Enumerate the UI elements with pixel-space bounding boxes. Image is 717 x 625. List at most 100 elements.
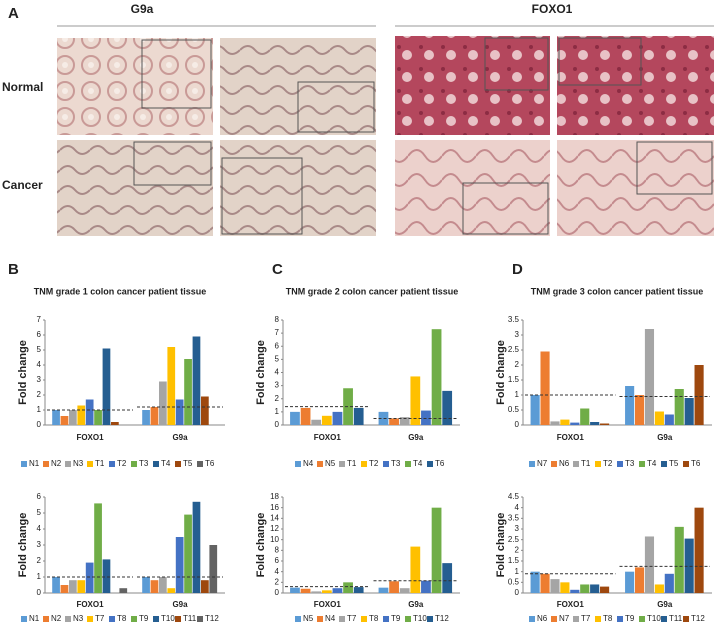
y-tick-label: 3 <box>515 524 520 533</box>
legend-label: T6 <box>691 459 701 468</box>
legend-swatch <box>383 616 389 622</box>
bar <box>644 329 655 425</box>
legend-swatch <box>153 616 159 622</box>
bar <box>192 501 201 593</box>
legend-label: T8 <box>603 614 613 623</box>
legend-label: T7 <box>95 614 105 623</box>
bar <box>175 399 184 425</box>
legend-label: T8 <box>369 614 379 623</box>
bar <box>192 336 201 425</box>
x-tick-label: G9a <box>408 600 424 609</box>
bar <box>300 407 311 425</box>
bar <box>175 537 184 593</box>
y-tick-label: 3 <box>37 540 42 549</box>
y-tick-label: 3 <box>275 381 280 390</box>
y-tick-label: 1.5 <box>508 556 520 565</box>
y-tick-label: 1 <box>37 405 42 414</box>
legend-swatch <box>551 461 557 467</box>
y-tick-label: 4 <box>37 524 42 533</box>
legend-label: T7 <box>347 614 357 623</box>
bar <box>389 581 399 593</box>
x-tick-label: G9a <box>657 433 673 442</box>
legend-swatch <box>427 461 433 467</box>
bar <box>674 526 684 593</box>
y-tick-label: 4.5 <box>508 492 520 501</box>
chart-title: TNM grade 3 colon cancer patient tissue <box>531 286 704 296</box>
bar <box>85 399 94 425</box>
y-tick-label: 8 <box>275 545 280 554</box>
x-tick-label: FOXO1 <box>314 433 342 442</box>
bar <box>94 503 102 593</box>
legend-label: T4 <box>647 459 657 468</box>
bar <box>674 389 684 425</box>
x-tick-label: FOXO1 <box>76 433 104 442</box>
legend-swatch <box>661 461 667 467</box>
bar <box>142 410 150 425</box>
legend-swatch <box>131 616 137 622</box>
legend-label: T3 <box>139 459 149 468</box>
legend-swatch <box>43 461 49 467</box>
bar <box>94 410 102 425</box>
x-tick-label: G9a <box>172 433 188 442</box>
y-tick-label: 8 <box>275 315 280 324</box>
inset <box>462 182 549 235</box>
legend-swatch <box>339 461 345 467</box>
legend-label: N2 <box>51 614 62 623</box>
y-tick-label: 4 <box>37 360 42 369</box>
legend-label: N7 <box>559 614 570 623</box>
y-tick-label: 0 <box>275 420 280 429</box>
y-tick-label: 2 <box>515 360 520 369</box>
legend-swatch <box>529 616 535 622</box>
legend-swatch <box>197 461 203 467</box>
legend-swatch <box>317 616 323 622</box>
x-tick-label: FOXO1 <box>557 600 585 609</box>
bar <box>300 588 311 593</box>
y-tick-label: 3 <box>37 375 42 384</box>
legend-swatch <box>361 616 367 622</box>
bar <box>321 415 332 425</box>
y-tick-label: 1 <box>37 572 42 581</box>
y-axis-label: Fold change <box>17 340 29 405</box>
bar <box>332 411 343 425</box>
column-heading: FOXO1 <box>532 2 573 16</box>
bar <box>580 408 590 425</box>
bar <box>201 396 209 425</box>
y-tick-label: 0 <box>37 420 42 429</box>
y-tick-label: 3.5 <box>508 315 520 324</box>
y-tick-label: 16 <box>270 503 279 512</box>
y-tick-label: 7 <box>275 328 280 337</box>
legend-label: T10 <box>413 614 427 623</box>
legend-swatch <box>87 461 93 467</box>
legend-swatch <box>383 461 389 467</box>
bar <box>184 359 192 425</box>
bar <box>560 582 570 593</box>
legend-label: T5 <box>183 459 193 468</box>
bar <box>69 410 77 425</box>
y-axis-label: Fold change <box>17 513 29 578</box>
legend-swatch <box>87 616 93 622</box>
bar <box>332 588 343 593</box>
bar <box>399 588 410 593</box>
bar <box>664 414 674 425</box>
legend-label: T10 <box>161 614 175 623</box>
legend-label: T9 <box>391 614 401 623</box>
legend-label: T1 <box>581 459 591 468</box>
x-tick-label: G9a <box>657 600 673 609</box>
legend-swatch <box>405 616 411 622</box>
row-heading: Normal <box>2 80 43 94</box>
y-tick-label: 1.5 <box>508 375 520 384</box>
legend-swatch <box>639 461 645 467</box>
legend-swatch <box>131 461 137 467</box>
bar <box>378 411 389 425</box>
y-tick-label: 6 <box>275 341 280 350</box>
legend-label: T1 <box>347 459 357 468</box>
bar <box>421 410 431 425</box>
bar <box>119 588 128 593</box>
bar <box>590 584 600 593</box>
panel-letter: D <box>512 261 523 278</box>
bar <box>69 580 77 593</box>
bar <box>343 388 353 425</box>
bar <box>644 536 655 593</box>
bar <box>600 423 610 425</box>
inset <box>133 141 212 186</box>
